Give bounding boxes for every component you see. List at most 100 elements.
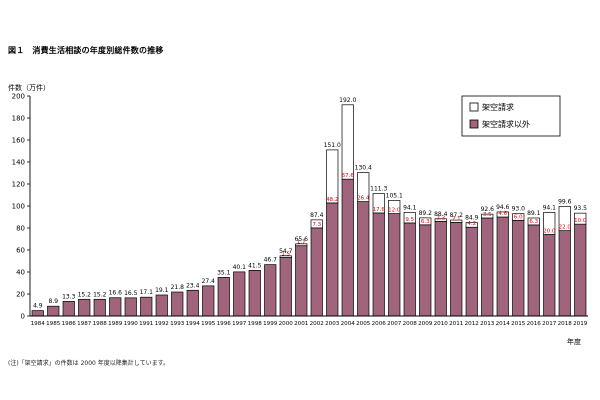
x-tick-label: 2011 [449,321,464,327]
bar-other [31,310,44,317]
x-tick-label: 2016 [527,321,542,327]
bar-other [543,234,556,317]
total-data-label: 88.4 [434,211,448,218]
bar-other [93,298,106,317]
fictitious-data-label: 6.3 [529,219,538,225]
fictitious-data-label: 6.3 [421,219,430,225]
bar-other [124,297,137,317]
x-tick-label: 1996 [217,321,232,327]
legend: 架空請求 架空請求以外 [461,95,561,137]
legend-box [461,95,561,137]
bar-other [248,270,261,317]
x-tick-label: 1993 [170,321,185,327]
legend-swatch-other [469,119,479,129]
x-tick-label: 2010 [434,321,449,327]
fictitious-data-label: 9.5 [405,217,414,223]
bar-other [558,230,571,317]
bar-fictitious [512,213,525,221]
x-tick-label: 2013 [480,321,495,327]
x-tick-label: 1998 [248,321,263,327]
bar-other [186,289,199,317]
bar-other [372,212,385,317]
total-data-label: 93.5 [574,205,588,212]
total-data-label: 105.1 [386,192,403,199]
y-tick-label: 0 [21,313,25,321]
x-tick-label: 2014 [496,321,511,327]
total-data-label: 94.1 [403,204,417,211]
bar-other [403,222,416,317]
bar-fictitious [496,211,509,218]
x-tick-label: 1989 [108,321,123,327]
fictitious-data-label: 1.5 [281,251,290,257]
footnote: (注)「架空請求」の件数は 2000 年度以降集計しています。 [8,360,169,367]
bar-other [140,296,153,317]
bar-other [465,226,478,317]
bar-fictitious [450,219,463,223]
x-tick-label: 2003 [325,321,340,327]
bar-fictitious [403,212,416,224]
bar-other [310,227,323,317]
total-data-label: 15.2 [93,291,107,298]
fictitious-data-label: 10.0 [574,218,587,224]
total-data-label: 94.1 [543,204,557,211]
bars-layer [31,104,587,317]
bar-other [326,202,339,317]
bar-other [295,245,308,317]
total-data-label: 84.9 [465,215,479,222]
x-tick-label: 2008 [403,321,418,327]
fictitious-data-label: 2.3 [436,215,445,221]
total-data-label: 4.9 [33,303,43,310]
bar-other [202,285,215,317]
x-tick-label: 1999 [263,321,278,327]
total-data-label: 21.8 [171,284,185,291]
bar-other [496,216,509,317]
y-axis-label: 件数（万件） [8,83,50,92]
x-tick-label: 2007 [387,321,402,327]
total-data-label: 13.3 [62,293,76,300]
bar-fictitious [481,213,494,219]
y-tick-label: 200 [12,93,25,101]
total-data-label: 89.1 [527,210,541,217]
total-data-label: 41.5 [248,262,262,269]
bar-fictitious [372,193,385,214]
total-data-label: 92.6 [481,206,495,213]
bar-other [450,222,463,317]
bar-fictitious [558,206,571,231]
x-tick-label: 2018 [558,321,573,327]
bar-fictitious [310,219,323,229]
bar-fictitious [419,217,432,226]
bar-fictitious [388,200,401,214]
total-data-label: 130.4 [355,165,372,172]
fictitious-data-label: 7.3 [312,222,321,228]
x-tick-label: 2005 [356,321,371,327]
total-data-label: 87.2 [450,212,464,219]
y-tick-label: 140 [12,159,25,167]
bar-other [47,305,60,317]
bar-other [341,178,354,317]
fictitious-data-label: 22.0 [559,225,572,231]
x-tick-label: 2004 [341,321,356,327]
figure-title-text: 消費生活相談の年度別総件数の推移 [32,46,164,55]
x-tick-label: 1987 [77,321,92,327]
total-data-label: 15.2 [78,291,92,298]
total-data-label: 23.4 [186,282,200,289]
bar-other [217,277,230,317]
total-data-label: 65.6 [295,236,309,243]
bar-other [279,257,292,317]
bar-fictitious [295,243,308,247]
bar-fictitious [279,255,292,258]
x-tick-label: 1991 [139,321,154,327]
x-tick-label: 1992 [155,321,169,327]
fictitious-data-label: 67.6 [342,173,355,179]
x-tick-label: 1988 [93,321,108,327]
y-tick-label: 20 [16,291,25,299]
bar-fictitious [574,212,587,225]
x-tick-label: 1985 [46,321,61,327]
total-data-label: 35.1 [217,269,231,276]
bar-fictitious [357,172,370,202]
total-data-label: 111.3 [370,186,387,193]
labels-layer: 4.98.913.3 15.2 15.2 16.6 16.5 17.1 19.1 21.8 23… [33,97,587,310]
fictitious-data-label: 3.5 [483,212,492,218]
